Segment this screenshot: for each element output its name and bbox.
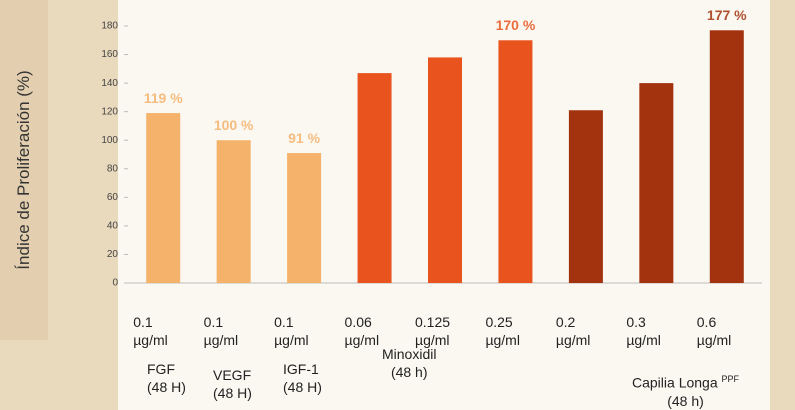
group-label: Minoxidil (48 h) — [382, 345, 436, 381]
group-name: FGF — [147, 361, 175, 377]
x-tick-label: 0.1 µg/ml — [274, 314, 309, 348]
bar — [287, 153, 322, 283]
x-tick-label: 0.125 µg/ml — [415, 314, 451, 348]
bar — [709, 30, 744, 284]
value-label: 119 % — [144, 90, 183, 106]
y-tick-label: 80 — [107, 163, 119, 174]
group-label: VEGF (48 H) — [213, 366, 252, 402]
x-tick-label: 0.1 µg/ml — [203, 314, 239, 348]
group-name: IGF-1 — [283, 361, 319, 377]
bar — [428, 57, 462, 284]
x-tick-label: 0.25 µg/ml — [485, 314, 520, 348]
bar — [216, 140, 251, 283]
bar — [498, 40, 533, 284]
value-label: 170 % — [496, 17, 536, 33]
group-duration: (48 h) — [667, 392, 704, 409]
bar — [146, 113, 181, 283]
value-label: 100 % — [214, 117, 254, 133]
x-tick-label: 0.6 µg/ml — [696, 314, 732, 348]
group-name: Capilia Longa — [632, 374, 718, 391]
group-duration: (48 H) — [213, 385, 252, 401]
x-tick-label: 0.1 µg/ml — [133, 314, 168, 348]
y-tick-label: 60 — [107, 192, 119, 203]
y-axis-panel: Índice de Proliferación (%) — [0, 0, 48, 340]
y-tick-label: 180 — [101, 21, 118, 32]
group-label: FGF (48 H) — [147, 360, 186, 396]
bar — [639, 83, 674, 283]
y-tick-label: 120 — [101, 106, 118, 117]
group-label: Capilia Longa PPF (48 h) — [632, 370, 739, 410]
group-duration: (48 h) — [390, 364, 428, 380]
value-label: 91 % — [288, 130, 320, 146]
x-tick-label: 0.2 µg/ml — [555, 314, 591, 348]
group-name: VEGF — [213, 367, 252, 383]
y-tick-label: 100 — [101, 135, 118, 146]
bar — [568, 110, 603, 283]
bar — [357, 73, 392, 283]
group-duration: (48 H) — [147, 379, 186, 395]
x-tick-label: 0.06 µg/ml — [344, 314, 380, 348]
group-label: IGF-1 (48 H) — [283, 360, 322, 396]
x-tick-label: 0.3 µg/ml — [626, 314, 661, 348]
group-duration: (48 H) — [283, 379, 322, 395]
value-label: 177 % — [707, 7, 747, 23]
y-tick-label: 40 — [107, 221, 119, 232]
y-tick-label: 20 — [107, 249, 119, 260]
y-tick-label: 0 — [112, 278, 118, 289]
y-tick-label: 160 — [101, 49, 118, 60]
group-sup: PPF — [721, 374, 740, 384]
group-name: Minoxidil — [382, 346, 437, 362]
y-tick-label: 140 — [101, 78, 118, 89]
